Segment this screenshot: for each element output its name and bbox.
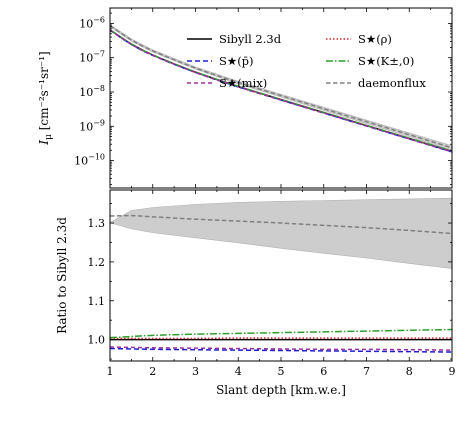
ratio-line-daemonflux-5 <box>109 214 453 235</box>
legend-label-4: S★(mix) <box>219 76 267 90</box>
x-tick-label: 4 <box>235 365 242 378</box>
legend-label-3: S★(K±,0) <box>358 54 414 68</box>
x-tick-label: 1 <box>107 365 114 378</box>
ratio-y-axis-label: Ratio to Sibyll 2.3d <box>55 217 69 334</box>
y-tick-label-top: 10−6 <box>79 15 105 30</box>
x-tick-label: 3 <box>192 365 199 378</box>
y-tick-label-top: 10−7 <box>79 50 105 65</box>
y-tick-label-bottom: 1.3 <box>88 217 106 230</box>
y-tick-label-top: 10−8 <box>79 84 105 99</box>
y-tick-label-top: 10−9 <box>79 118 105 133</box>
flux-line-s-mix-4 <box>109 29 453 153</box>
ratio-panel <box>109 189 453 362</box>
ratio-line-s-k-0-2 <box>109 328 453 339</box>
x-tick-label: 2 <box>149 365 156 378</box>
x-axis-label: Slant depth [km.w.e.] <box>216 383 346 397</box>
x-tick-label: 7 <box>363 365 370 378</box>
y-tick-label-bottom: 1.1 <box>88 295 106 308</box>
flux-y-axis-label: Iμ [cm⁻²s⁻¹sr⁻¹] <box>37 51 54 145</box>
legend-label-5: daemonflux <box>358 76 426 90</box>
x-tick-label: 8 <box>406 365 413 378</box>
x-tick-label: 5 <box>278 365 285 378</box>
y-tick-label-top: 10−10 <box>74 153 105 168</box>
flux-line-daemonflux-5 <box>109 25 453 149</box>
flux-panel <box>109 7 453 189</box>
y-tick-label-bottom: 1.2 <box>88 256 106 269</box>
ratio-line-s-mix-4 <box>109 346 453 351</box>
legend: Sibyll 2.3d S★(ρ) S★(p̄) S★(K±,0) S★(mix) dae… <box>187 32 426 90</box>
legend-label-2: S★(p̄) <box>219 54 254 68</box>
daemonflux-uncertainty-band-ratio <box>109 197 453 269</box>
x-tick-label: 9 <box>449 365 456 378</box>
axis-labels: 1 2 3 4 5 6 7 8 9 10−6 10−7 10−8 10−9 10−10 1.0 1.1 1.2 1… <box>37 15 456 397</box>
y-tick-label-bottom: 1.0 <box>88 334 106 347</box>
legend-label-1: S★(ρ) <box>358 32 392 46</box>
x-tick-label: 6 <box>320 365 327 378</box>
legend-label-0: Sibyll 2.3d <box>219 32 282 46</box>
